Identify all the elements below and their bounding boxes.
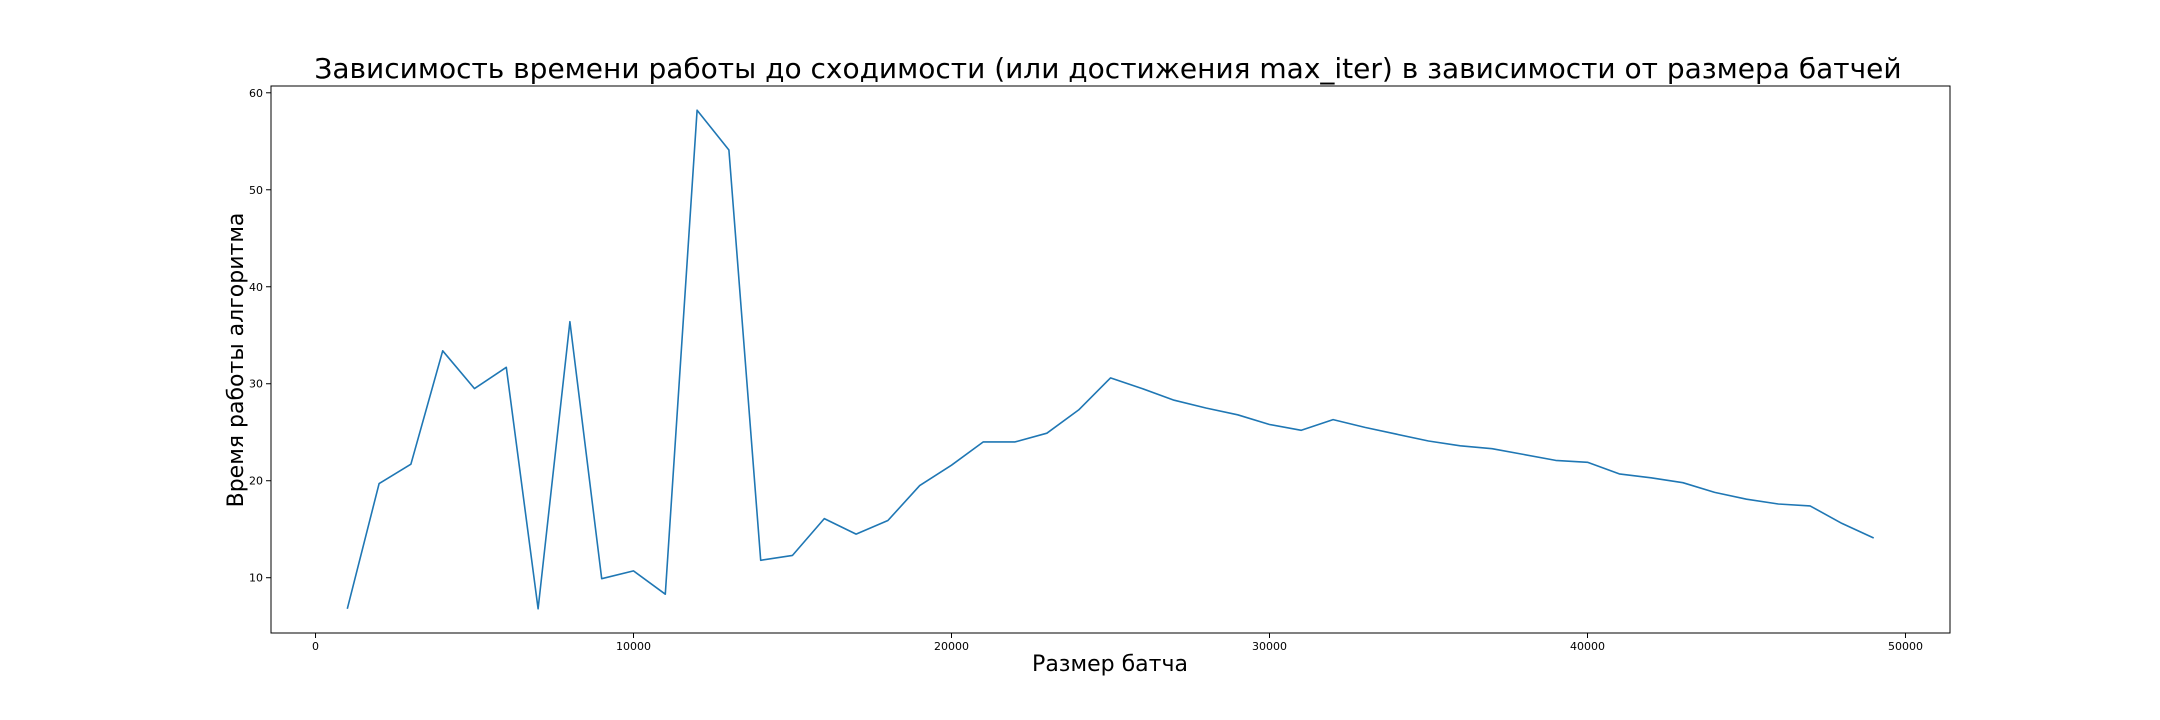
x-tick-label: 50000 (1888, 640, 1923, 653)
chart-title: Зависимость времени работы до сходимости… (314, 52, 1901, 85)
y-tick-label: 10 (249, 572, 263, 585)
y-tick-label: 50 (249, 184, 263, 197)
series-line (346, 109, 1875, 610)
x-axis-label: Размер батча (1032, 652, 1188, 677)
y-axis-label: Время работы алгоритма (224, 213, 249, 508)
y-tick-label: 60 (249, 87, 263, 100)
ticks-layer: 0 10000 20000 30000 40000 50000 10 20 30 40 50 60 (249, 87, 1923, 653)
plot-frame (270, 85, 1951, 634)
series-layer (346, 109, 1875, 610)
x-tick-label: 20000 (934, 640, 969, 653)
x-tick-label: 30000 (1252, 640, 1287, 653)
y-tick-label: 20 (249, 475, 263, 488)
x-tick-label: 40000 (1570, 640, 1605, 653)
x-tick-label: 10000 (616, 640, 651, 653)
y-tick-label: 30 (249, 378, 263, 391)
y-tick-label: 40 (249, 281, 263, 294)
x-tick-label: 0 (312, 640, 319, 653)
